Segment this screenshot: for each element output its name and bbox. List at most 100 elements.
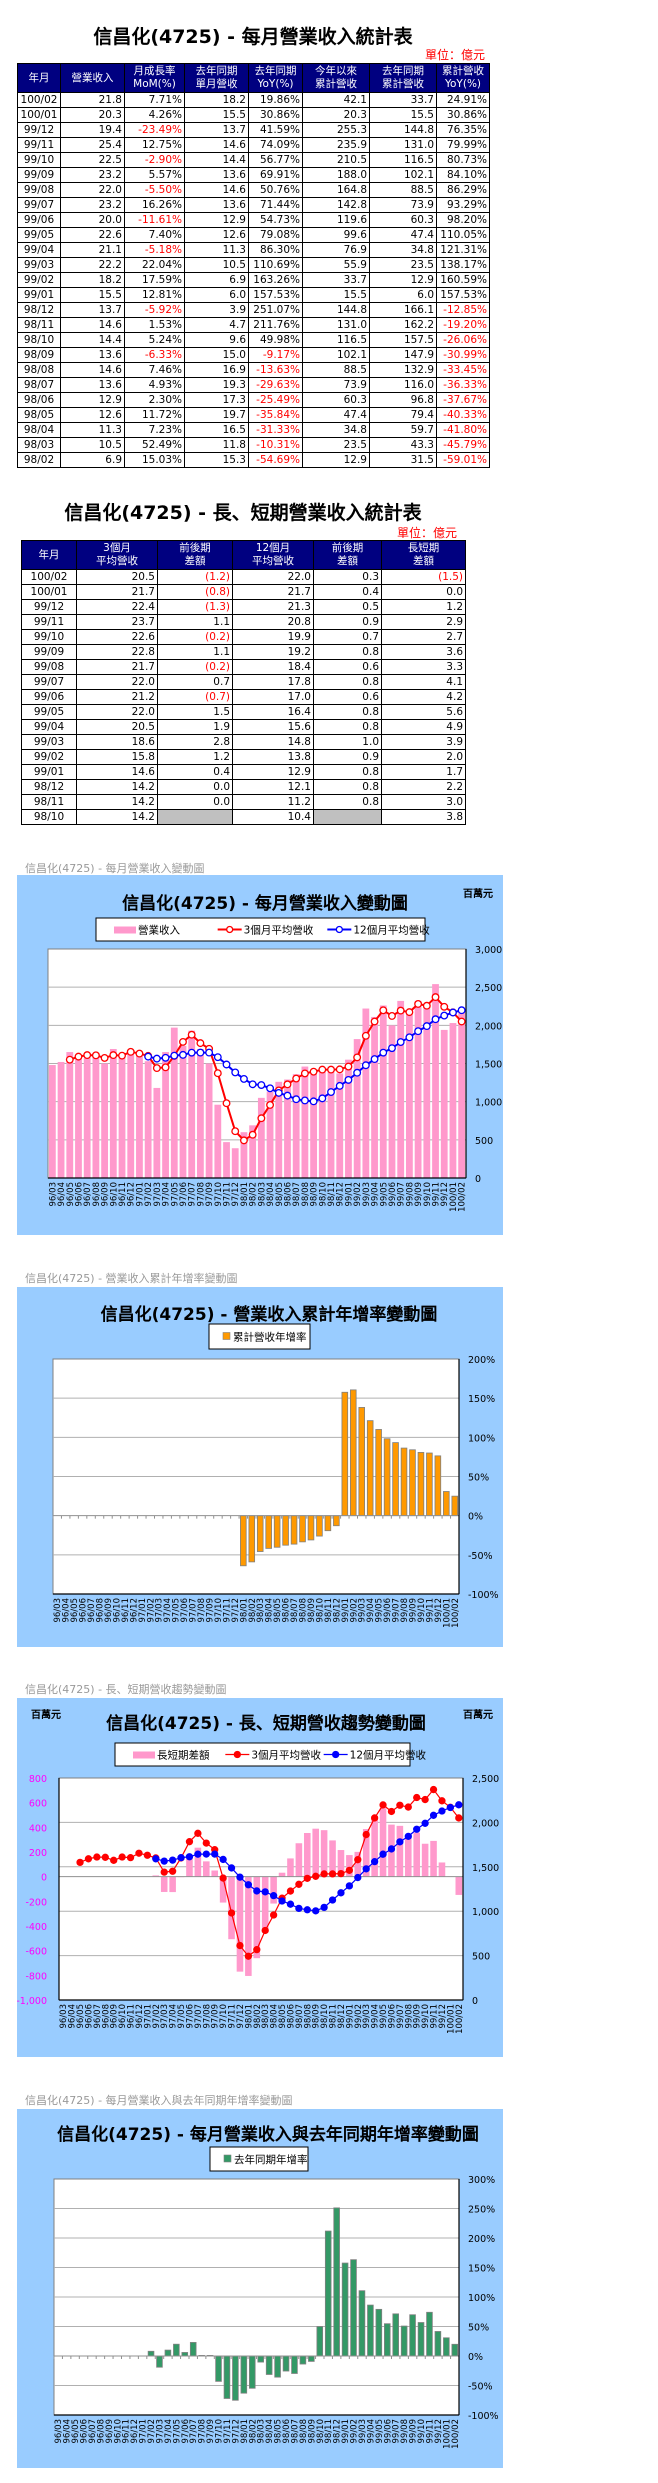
data-point — [370, 1857, 379, 1866]
value-cell: 0.4 — [157, 764, 233, 780]
data-point — [327, 1088, 335, 1096]
bar — [434, 2331, 442, 2357]
legend-label: 3個月平均營收 — [244, 924, 314, 937]
data-point — [135, 1049, 144, 1058]
value-cell: 15.5 — [369, 107, 437, 123]
value-cell: 138.17% — [436, 257, 490, 273]
month-cell: 99/08 — [17, 182, 61, 198]
bar — [223, 1142, 230, 1178]
data-point — [100, 1053, 109, 1062]
legend-label: 3個月平均營收 — [251, 1749, 321, 1762]
x-tick-label: 97/08 — [196, 1182, 206, 1207]
table-row: 98/10 14.4 5.24% 9.6 49.98% 116.5 157.5 -26.06% — [17, 332, 490, 348]
table-row: 99/05 22.0 1.5 16.4 0.8 5.6 — [21, 704, 466, 720]
column-header-line: 長短期 — [407, 542, 440, 554]
longshort-table-unit: 單位：億元 — [397, 526, 458, 540]
month-cell: 100/01 — [21, 584, 77, 600]
bar — [413, 1832, 420, 1877]
x-tick-label: 99/05 — [379, 1182, 389, 1207]
y-left-tick-label: -600 — [25, 1947, 47, 1958]
value-cell: 14.4 — [60, 332, 125, 348]
table-row: 99/09 23.2 5.57% 13.6 69.91% 188.0 102.1 84.10% — [17, 167, 490, 183]
x-tick-label: 96/12 — [130, 2419, 140, 2444]
bar — [240, 2355, 248, 2394]
value-cell: 7.46% — [124, 362, 185, 378]
legend-label: 12個月平均營收 — [353, 924, 430, 937]
value-cell: 16.26% — [124, 197, 185, 213]
x-tick-label: 98/07 — [295, 2004, 305, 2029]
bar — [358, 2290, 366, 2357]
value-cell: 41.59% — [248, 122, 303, 138]
x-tick-label: 99/11 — [425, 2419, 435, 2444]
value-cell: 0.8 — [313, 794, 382, 810]
bar — [275, 1081, 283, 1178]
data-point — [312, 1872, 320, 1880]
data-point — [168, 1867, 177, 1875]
chart-title: 信昌化(4725) - 每月營業收入變動圖 — [122, 893, 408, 914]
x-tick-label: 96/03 — [48, 1182, 58, 1207]
data-point — [404, 1832, 412, 1840]
x-tick-label: 98/09 — [310, 1182, 320, 1207]
data-point — [91, 1051, 100, 1060]
x-tick-label: 96/06 — [80, 2419, 90, 2444]
value-cell: 0.8 — [313, 764, 382, 780]
value-cell: 19.9 — [232, 629, 314, 645]
x-tick-label: 99/01 — [344, 1182, 354, 1207]
x-tick-label: 96/11 — [121, 1598, 131, 1623]
value-cell: 12.9 — [232, 764, 314, 780]
bar — [290, 1515, 298, 1545]
legend-swatch — [222, 1332, 231, 1340]
value-cell: 22.0 — [76, 704, 158, 720]
x-tick-label: 98/08 — [299, 1598, 309, 1623]
chart-svg: 信昌化(4725) - 長、短期營收趨勢變動圖 百萬元 百萬元 0 500 1,000 1,… — [17, 1708, 499, 2034]
table-row: 99/12 22.4 (1.3) 21.3 0.5 1.2 — [21, 599, 466, 615]
x-tick-label: 98/10 — [315, 1598, 325, 1623]
x-tick-label: 96/05 — [71, 2419, 81, 2444]
value-cell: 132.9 — [369, 362, 437, 378]
x-tick-label: 97/06 — [181, 2419, 191, 2444]
y-tick-label: 0 — [472, 1996, 478, 2007]
x-tick-label: 96/12 — [129, 1598, 139, 1623]
x-tick-label: 96/10 — [112, 1598, 122, 1623]
value-cell: 110.69% — [248, 257, 303, 273]
column-header-line: 年月 — [38, 548, 60, 561]
data-point — [361, 1031, 370, 1040]
bar — [240, 1515, 247, 1567]
data-point — [219, 1855, 227, 1864]
data-point — [152, 1064, 161, 1073]
bar — [211, 1870, 218, 1877]
column-header: 累計營收 YoY(%) — [436, 63, 490, 93]
bar — [392, 2313, 399, 2357]
x-tick-label: 99/03 — [358, 2419, 368, 2444]
bar — [379, 1808, 387, 1877]
table-row: 99/02 15.8 1.2 13.8 0.9 2.0 — [21, 749, 466, 765]
value-cell: 12.9 — [369, 272, 437, 288]
month-cell: 99/11 — [17, 137, 61, 153]
table-row: 98/02 6.9 15.03% 15.3 -54.69% 12.9 31.5 -59.01% — [17, 452, 490, 468]
table-row: 98/11 14.2 0.0 11.2 0.8 3.0 — [21, 794, 466, 810]
value-cell: 50.76% — [248, 182, 303, 198]
data-point — [211, 1850, 219, 1858]
value-cell: 102.1 — [302, 347, 370, 363]
data-point — [239, 1074, 248, 1083]
x-tick-label: 97/03 — [155, 1598, 165, 1623]
x-tick-label: 99/01 — [341, 2419, 351, 2444]
bar — [291, 2355, 298, 2374]
value-cell: 13.6 — [60, 347, 125, 363]
month-cell: 98/11 — [17, 317, 61, 333]
y-left-tick-label: -200 — [25, 1897, 47, 1908]
value-cell: 2.30% — [124, 392, 185, 408]
x-tick-label: 96/09 — [104, 1598, 114, 1623]
data-point — [312, 1907, 320, 1915]
value-cell: 73.9 — [302, 377, 370, 393]
data-point — [168, 1856, 177, 1864]
x-tick-label: 96/06 — [84, 2004, 94, 2029]
data-point — [118, 1051, 126, 1060]
value-cell: 2.9 — [381, 614, 466, 630]
column-header-line: MoM(%) — [133, 78, 176, 90]
x-tick-label: 99/08 — [400, 2419, 410, 2444]
bar — [292, 1074, 300, 1178]
y-tick-label: 3,000 — [475, 945, 502, 956]
x-tick-label: 99/04 — [371, 1182, 381, 1207]
x-tick-label: 98/08 — [301, 1182, 311, 1207]
